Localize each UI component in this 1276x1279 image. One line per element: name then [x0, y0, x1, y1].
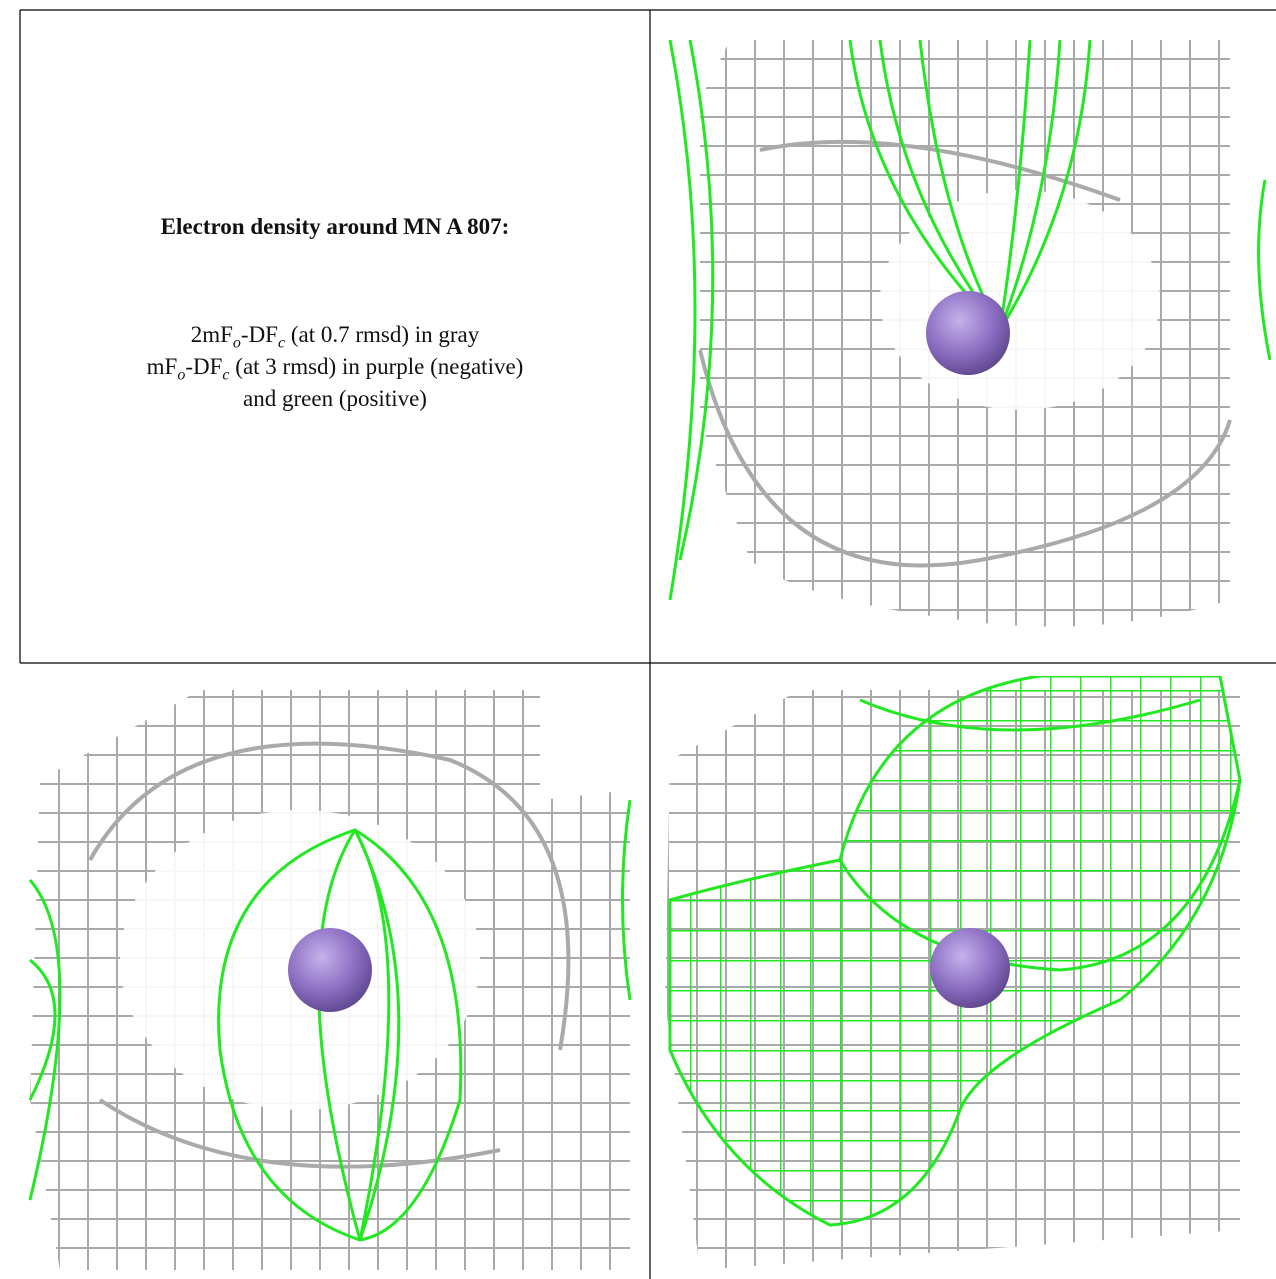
caption-text: mF	[146, 354, 178, 379]
caption-subscript: c	[222, 366, 230, 384]
caption-subscript: o	[177, 366, 186, 384]
caption-subscript: o	[232, 334, 241, 352]
caption-text: (at 3 rmsd) in purple (negative)	[229, 354, 524, 379]
caption-line: 2mFo-DFc (at 0.7 rmsd) in gray	[20, 322, 650, 353]
caption-text: (at 0.7 rmsd) in gray	[285, 322, 480, 347]
caption-title: Electron density around MN A 807:	[160, 214, 510, 239]
table-lines	[19, 9, 1276, 1279]
caption-line: and green (positive)	[243, 386, 427, 411]
caption-text: -DF	[185, 354, 223, 379]
density-view-3	[665, 676, 1242, 1270]
density-view-1	[668, 39, 1271, 627]
caption-subscript: c	[277, 334, 286, 352]
caption-text: 2mF	[190, 322, 233, 347]
caption-line: mFo-DFc (at 3 rmsd) in purple (negative)	[20, 354, 650, 385]
density-view-2	[28, 690, 632, 1270]
caption-text: -DF	[240, 322, 278, 347]
